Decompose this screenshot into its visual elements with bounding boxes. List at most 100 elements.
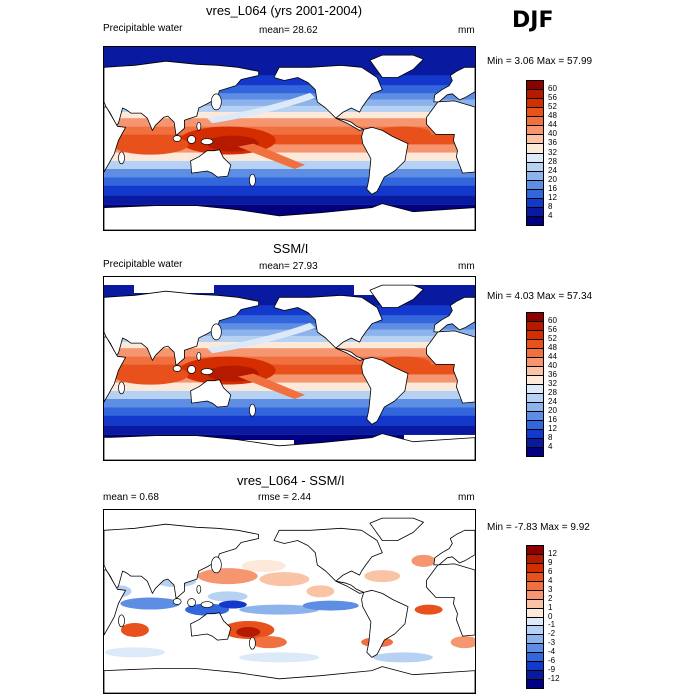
missing-data-mask [134, 518, 214, 526]
colorbar-tick-label: 32 [548, 147, 557, 157]
panel-2-minmax: Min = 4.03 Max = 57.34 [487, 291, 593, 302]
season-label: DJF [512, 8, 554, 33]
pw-band [104, 335, 475, 343]
island [187, 135, 196, 144]
panel-2-map [103, 276, 476, 461]
island [210, 93, 222, 111]
island [196, 121, 202, 131]
pw-band [104, 169, 475, 178]
land-africa [104, 569, 127, 636]
diff-anomaly [414, 604, 443, 615]
colorbar-tick-label: 24 [548, 397, 557, 406]
land-africaW [426, 100, 475, 174]
colorbar-tick-label: 28 [548, 388, 557, 397]
colorbar-tick-label: 36 [548, 138, 557, 148]
island [172, 598, 182, 605]
pw-band [104, 118, 475, 127]
colorbar-tick-label: 0 [548, 611, 553, 621]
colorbar-tick-label: 3 [548, 584, 553, 594]
colorbar-tick-label: 40 [548, 361, 557, 370]
panel-1-units: mm [458, 25, 475, 36]
island [200, 368, 214, 375]
pw-band [104, 323, 475, 330]
diff-anomaly [120, 597, 181, 610]
colorbar-tick-label: 6 [548, 566, 553, 576]
pw-band [104, 315, 475, 324]
island [196, 584, 202, 594]
panel-2-title: SSM/I [273, 241, 309, 256]
pw-band [104, 195, 475, 205]
land-samerica [361, 589, 409, 658]
colorbar-tick-label: 32 [548, 379, 557, 388]
pw-band [104, 177, 475, 186]
land-namerica [273, 64, 383, 131]
panel-3-colorbar: 12 9 6 4 3 2 1 0 -1 -2 -3 -4 -6 -9 -12 [526, 545, 560, 689]
pw-band [104, 364, 475, 375]
island [118, 381, 125, 395]
island [249, 403, 256, 417]
colorbar-tick-label: 60 [548, 84, 557, 94]
colorbar-tick-label: 52 [548, 334, 557, 343]
diff-anomaly [372, 652, 433, 663]
pw-band [104, 85, 475, 94]
colorbar-tick-label: 2 [548, 593, 553, 603]
island [200, 601, 214, 608]
pw-band [104, 374, 475, 383]
colorbar-tick-label: 48 [548, 111, 557, 121]
land-greenland [369, 54, 424, 78]
colorbar-tick-label: -6 [548, 656, 556, 666]
island [196, 351, 202, 361]
pw-band [104, 185, 475, 196]
island [249, 636, 256, 650]
colorbar-tick-label: 56 [548, 93, 557, 103]
panel-1-minmax: Min = 3.06 Max = 57.99 [487, 56, 593, 67]
pw-indian-max [112, 134, 189, 155]
pw-band [104, 415, 475, 426]
colorbar-tick-label: 44 [548, 352, 557, 361]
land-europeW [433, 529, 475, 566]
panel-1-map-svg [104, 47, 475, 230]
colorbar-box [526, 679, 544, 689]
diff-anomaly-min [218, 600, 247, 609]
land-australia [190, 149, 232, 178]
colorbar-tick-label: 4 [548, 442, 553, 451]
colorbar-tick-label: 12 [548, 548, 557, 558]
colorbar-tick-label: 1 [548, 602, 553, 612]
colorbar-tick-label: 60 [548, 316, 557, 325]
panel-3-map-svg [104, 510, 475, 693]
land-namerica [273, 527, 383, 594]
diff-anomaly [411, 554, 436, 567]
panel-2-variable-label: Precipitable water [103, 259, 183, 270]
pw-band [104, 126, 475, 135]
island [187, 598, 196, 607]
missing-data-mask [104, 510, 475, 518]
panel-3-map [103, 509, 476, 694]
panel-1-map [103, 46, 476, 231]
island [200, 138, 214, 145]
island [118, 151, 125, 165]
land-europeAsia [104, 290, 260, 366]
panel-3-title: vres_L064 - SSM/I [237, 473, 345, 488]
panel-1-title: vres_L064 (yrs 2001-2004) [206, 3, 363, 18]
panel-3-rmse-label: rmse = 2.44 [258, 492, 312, 503]
land-africa [104, 106, 127, 173]
colorbar-tick-label: 12 [548, 424, 557, 433]
island [172, 135, 182, 142]
colorbar-tick-label: 20 [548, 174, 557, 184]
island [172, 365, 182, 372]
pw-band [104, 134, 475, 145]
colorbar-box [526, 215, 544, 226]
pw-band [104, 305, 475, 316]
diff-anomaly [241, 559, 286, 572]
missing-data-mask [134, 285, 214, 293]
missing-data-mask [104, 277, 475, 285]
panel-2-units: mm [458, 261, 475, 272]
colorbar-tick-label: -12 [548, 674, 560, 684]
pw-band [104, 399, 475, 408]
diff-anomaly [364, 570, 401, 583]
colorbar-tick-label: -1 [548, 620, 556, 630]
pw-spcz [237, 373, 305, 399]
pw-band [104, 152, 475, 161]
panel-3-mean-label: mean = 0.68 [103, 492, 159, 503]
colorbar-tick-label: 28 [548, 156, 557, 166]
